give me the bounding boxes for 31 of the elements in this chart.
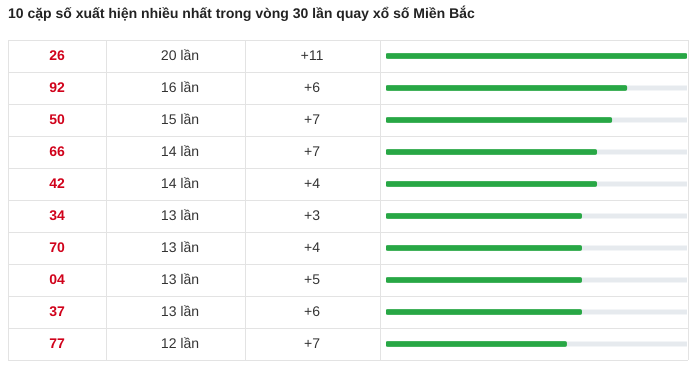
text: +5 xyxy=(304,270,320,287)
text: +4 xyxy=(304,238,320,255)
data-label: 13 lần xyxy=(160,206,200,223)
y-tick-label: 50 xyxy=(49,110,65,127)
data-label: 15 lần xyxy=(160,110,200,127)
y-tick-label: 77 xyxy=(49,334,65,351)
y-tick-label: 04 xyxy=(49,270,65,287)
y-tick-label: 34 xyxy=(49,206,65,223)
data-label: 14 lần xyxy=(160,142,200,159)
data-label: 13 lần xyxy=(160,302,200,319)
y-tick-label: 70 xyxy=(49,238,65,255)
y-tick-label: 92 xyxy=(49,78,65,95)
text: +7 xyxy=(304,334,320,351)
data-label: 13 lần xyxy=(160,270,200,287)
text: +6 xyxy=(304,78,320,95)
text: +6 xyxy=(304,302,320,319)
data-label: 14 lần xyxy=(160,174,200,191)
y-tick-label: 66 xyxy=(49,142,65,159)
data-label: 13 lần xyxy=(160,238,200,255)
text: +7 xyxy=(304,110,320,127)
y-tick-label: 26 xyxy=(49,46,65,63)
y-tick-label: 42 xyxy=(49,174,65,191)
data-label: 12 lần xyxy=(160,334,200,351)
text: +11 xyxy=(300,46,324,63)
text: +3 xyxy=(304,206,320,223)
y-tick-label: 37 xyxy=(49,302,65,319)
text: +4 xyxy=(304,174,320,191)
data-label: 16 lần xyxy=(160,78,200,95)
text: +7 xyxy=(304,142,320,159)
data-label: 20 lần xyxy=(160,46,200,63)
text: 10 cặp số xuất hiện nhiều nhất trong vòng 30 lần quay xổ số Miền Bắc xyxy=(8,5,475,21)
